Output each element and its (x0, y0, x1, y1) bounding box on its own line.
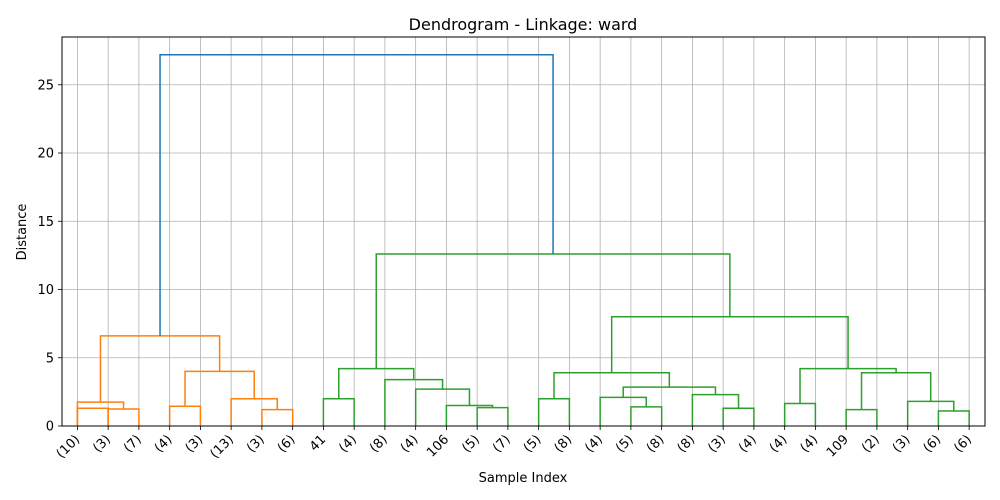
dendrogram-link (476, 406, 509, 426)
dendrogram-link (906, 400, 955, 426)
x-tick-label: (2) (859, 432, 883, 456)
y-axis-label: Distance (15, 204, 30, 261)
dendrogram-link (799, 367, 897, 404)
x-tick-label: 109 (824, 432, 852, 460)
dendrogram-link (622, 386, 717, 398)
dendrogram-link (261, 408, 294, 426)
x-tick-label: (4) (582, 432, 606, 456)
y-tick-label: 15 (37, 215, 54, 230)
dendrogram-links (76, 53, 970, 426)
dendrogram-link (845, 408, 878, 426)
x-tick-label: (3) (705, 432, 729, 456)
x-tick-label: (4) (152, 432, 176, 456)
dendrogram-link (384, 378, 444, 426)
y-tick-label: 0 (46, 420, 54, 435)
dendrogram-link (375, 253, 731, 369)
dendrogram-link (107, 408, 140, 426)
x-axis: (10) (3) (7) (4) (3) (13) (3) (6) 41 (4) (8) (4) 106… (54, 426, 975, 462)
x-tick-label: (13) (208, 432, 237, 461)
dendrogram-link (445, 404, 494, 426)
y-tick-label: 10 (37, 283, 54, 298)
x-tick-label: (8) (644, 432, 668, 456)
x-tick-label: (10) (54, 432, 83, 461)
dendrogram-link (76, 407, 109, 426)
dendrogram-link (691, 393, 740, 426)
dendrogram-link (159, 53, 554, 336)
x-tick-label: (5) (459, 432, 483, 456)
x-tick-label: (6) (951, 432, 975, 456)
dendrogram-link (338, 367, 415, 399)
x-tick-label: (7) (490, 432, 514, 456)
x-tick-label: (6) (921, 432, 945, 456)
dendrogram-link (630, 406, 663, 426)
x-tick-label: 106 (424, 432, 452, 460)
dendrogram-link (610, 316, 849, 373)
x-tick-label: (6) (275, 432, 299, 456)
dendrogram-link (860, 372, 932, 410)
y-tick-label: 20 (37, 147, 54, 162)
dendrogram-link (168, 405, 202, 426)
dendrogram-link (937, 410, 970, 426)
x-tick-label: (4) (767, 432, 791, 456)
x-tick-label: (5) (521, 432, 545, 456)
x-tick-label: (5) (613, 432, 637, 456)
x-tick-label: (4) (398, 432, 422, 456)
y-axis: 0 5 10 15 20 25 (37, 78, 62, 435)
dendrogram-link (322, 397, 355, 426)
x-tick-label: (4) (798, 432, 822, 456)
x-tick-label: (8) (675, 432, 699, 456)
dendrogram-link (76, 401, 125, 426)
x-tick-label: (7) (121, 432, 145, 456)
dendrogram-link (414, 388, 471, 426)
grid (62, 37, 985, 427)
y-tick-label: 25 (37, 78, 54, 93)
x-tick-label: 41 (307, 432, 329, 454)
x-tick-label: (3) (90, 432, 114, 456)
x-tick-label: (3) (244, 432, 268, 456)
dendrogram-link (722, 407, 755, 426)
dendrogram-link (553, 372, 671, 399)
chart-title: Dendrogram - Linkage: ward (409, 15, 638, 34)
dendrogram-link (537, 397, 571, 426)
x-axis-label: Sample Index (479, 471, 568, 486)
dendrogram-link (783, 402, 817, 426)
dendrogram-link (599, 396, 648, 426)
x-tick-label: (8) (367, 432, 391, 456)
plot-frame (61, 36, 986, 427)
dendrogram-link (184, 370, 255, 407)
x-tick-label: (4) (336, 432, 360, 456)
dendrogram-link (230, 397, 279, 426)
x-tick-label: (4) (736, 432, 760, 456)
y-tick-label: 5 (46, 351, 54, 366)
x-tick-label: (8) (552, 432, 576, 456)
dendrogram-link (99, 335, 221, 403)
x-tick-label: (3) (183, 432, 207, 456)
x-tick-label: (3) (890, 432, 914, 456)
